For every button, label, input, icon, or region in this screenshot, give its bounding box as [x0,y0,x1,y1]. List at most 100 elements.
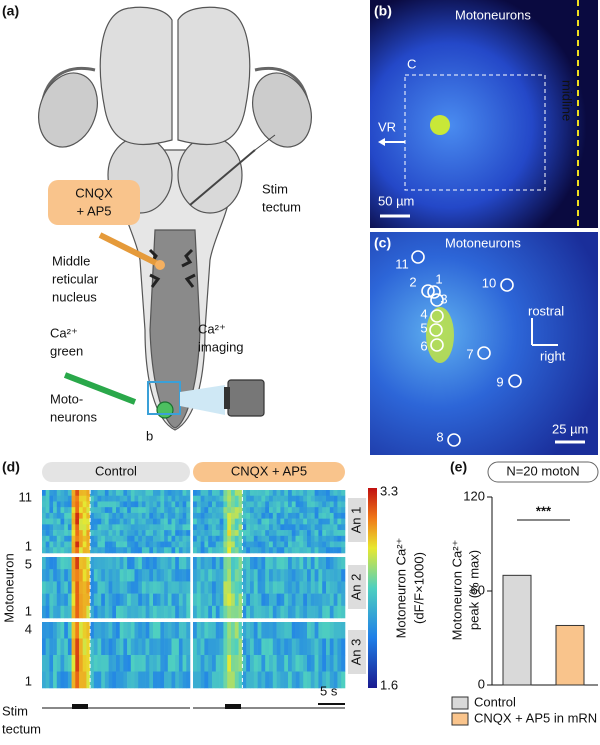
heat-cell [208,655,213,672]
heat-cell [326,569,331,582]
heat-cell [153,524,157,531]
heat-cell [295,530,300,537]
heat-cell [299,593,304,607]
heat-cell [307,605,312,619]
heat-cell [257,535,262,542]
heat-cell [238,581,243,594]
heat-cell [156,541,161,548]
heat-cell [42,518,46,525]
heat-cell [337,671,342,689]
heat-cell [175,507,180,514]
heat-cell [269,655,274,672]
heat-cell [60,557,65,570]
heat-cell [42,547,46,554]
heat-cell [299,501,304,508]
heat-cell [333,557,338,570]
heat-cell [242,593,247,607]
heat-cell [314,547,319,554]
heat-cell [108,507,113,514]
heat-cell [291,518,296,525]
heat-cell [160,655,165,672]
heat-cell [75,569,80,582]
heat-cell [104,530,109,537]
heat-cell [238,671,243,689]
heat-cell [246,638,251,656]
heat-cell [341,495,346,502]
heat-cell [234,547,239,554]
heat-cell [295,557,300,570]
heat-cell [307,655,312,672]
heat-cell [145,605,150,619]
heat-cell [272,655,277,672]
heat-cell [272,541,277,548]
heat-cell [234,671,239,689]
heat-cell [153,512,157,519]
heat-cell [299,638,304,656]
heat-cell [288,501,293,508]
heat-cell [303,605,308,619]
colorbar-tick: 3.3 [380,483,398,498]
heat-cell [193,671,198,689]
heat-cell [138,524,143,531]
heat-cell [193,569,198,582]
heat-cell [149,605,154,619]
heat-cell [141,530,146,537]
heat-cell [265,530,270,537]
heat-cell [265,490,270,497]
heat-cell [269,507,274,514]
heat-cell [322,593,327,607]
heat-cell [200,524,205,531]
heat-cell [208,622,213,639]
heat-cell [145,490,150,497]
heat-cell [280,535,285,542]
heat-cell [212,581,217,594]
heat-cell [56,530,61,537]
heat-cell [90,518,95,525]
heat-cell [196,638,201,656]
heat-cell [310,569,315,582]
heat-cell [119,501,124,508]
heat-cell [276,524,281,531]
heat-cell [326,622,331,639]
legend-swatch [451,696,469,710]
heat-cell [90,569,95,582]
heat-cell [314,638,319,656]
heat-cell [288,495,293,502]
heat-cell [253,622,258,639]
heat-cell [75,501,80,508]
heat-cell [130,557,135,570]
heat-cell [171,605,176,619]
heat-cell [337,530,342,537]
heat-cell [64,622,69,639]
heat-cell [119,638,124,656]
heat-cell [257,605,262,619]
heat-cell [153,557,157,570]
heat-cell [223,547,228,554]
heat-cell [119,581,124,594]
heat-cell [322,622,327,639]
heat-cell [67,655,72,672]
heat-cell [108,671,113,689]
heat-cell [141,569,146,582]
heat-cell [42,671,46,689]
heat-cell [212,541,217,548]
heat-cell [333,530,338,537]
heat-cell [178,507,183,514]
heat-cell [93,593,98,607]
heat-cell [53,541,58,548]
heat-cell [196,518,201,525]
heat-cell [127,541,132,548]
heat-cell [337,638,342,656]
heat-cell [82,557,87,570]
heat-cell [307,490,312,497]
heat-cell [257,518,262,525]
heat-cell [341,581,346,594]
heat-cell [79,501,83,508]
heat-cell [82,638,87,656]
heat-cell [90,557,95,570]
heat-cell [160,671,165,689]
heat-cell [303,524,308,531]
heat-cell [182,622,187,639]
heat-cell [246,530,251,537]
heat-cell [212,655,217,672]
